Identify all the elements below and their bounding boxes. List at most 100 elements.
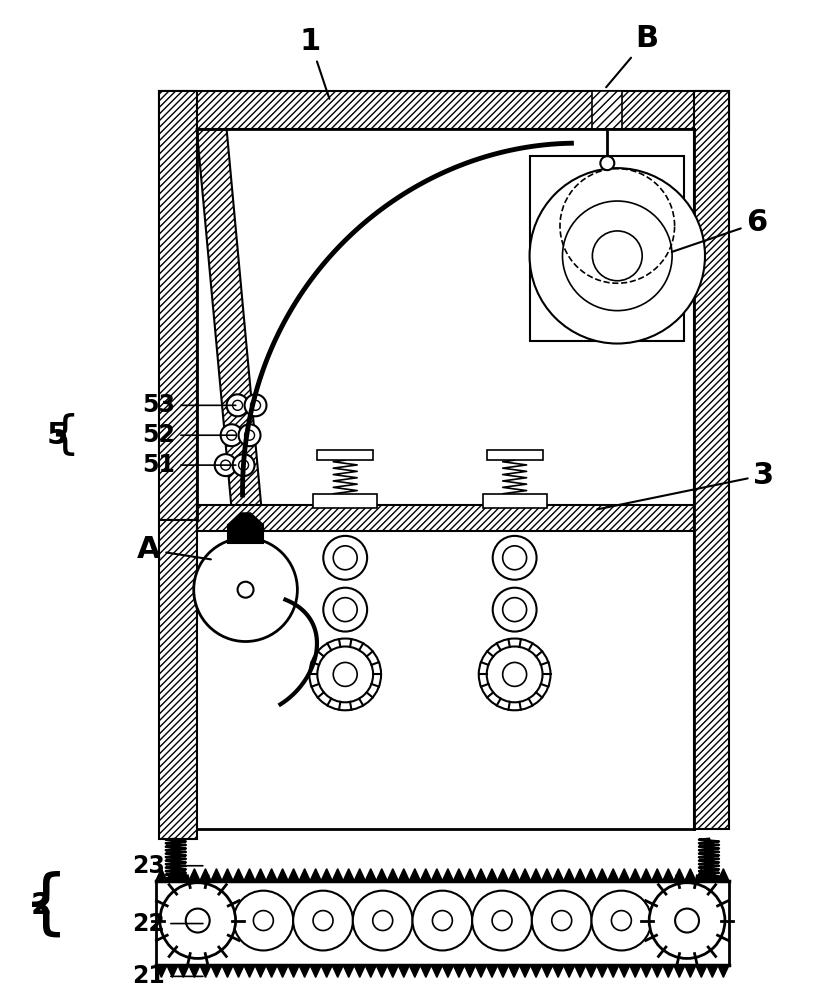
Polygon shape [420,965,432,977]
Polygon shape [420,869,432,881]
Polygon shape [596,965,608,977]
Circle shape [503,662,526,686]
Polygon shape [288,965,299,977]
Polygon shape [189,965,200,977]
Polygon shape [410,869,420,881]
Polygon shape [663,869,674,881]
Polygon shape [244,965,255,977]
Text: 22: 22 [132,912,203,936]
Circle shape [174,891,233,950]
Polygon shape [608,965,619,977]
Polygon shape [233,965,244,977]
Circle shape [472,891,532,950]
Polygon shape [277,869,288,881]
Polygon shape [376,965,388,977]
Circle shape [245,394,267,416]
Polygon shape [707,869,718,881]
Circle shape [233,400,242,410]
Polygon shape [718,965,729,977]
Bar [694,91,729,829]
Polygon shape [707,965,718,977]
Text: 2: 2 [31,891,51,920]
Circle shape [251,400,260,410]
Circle shape [323,588,367,632]
Bar [159,520,197,839]
Polygon shape [266,869,277,881]
Circle shape [333,546,357,570]
Circle shape [530,168,705,344]
Polygon shape [685,965,696,977]
Polygon shape [663,965,674,977]
Circle shape [601,156,614,170]
Polygon shape [520,965,530,977]
Circle shape [562,201,672,311]
Polygon shape [718,869,729,881]
Polygon shape [388,965,398,977]
Polygon shape [442,965,454,977]
Polygon shape [508,869,520,881]
Polygon shape [398,869,410,881]
Text: 52: 52 [143,423,236,447]
Circle shape [492,911,512,931]
Polygon shape [189,869,200,881]
Polygon shape [498,869,508,881]
Circle shape [220,460,231,470]
Polygon shape [366,869,376,881]
Text: 51: 51 [143,453,236,477]
Polygon shape [619,965,630,977]
Circle shape [493,536,537,580]
Text: 1: 1 [299,27,330,99]
Polygon shape [322,965,332,977]
Circle shape [493,588,537,632]
Polygon shape [586,965,596,977]
Polygon shape [442,869,454,881]
Polygon shape [574,869,586,881]
Circle shape [193,538,297,642]
Circle shape [532,891,592,950]
Polygon shape [310,869,322,881]
Polygon shape [197,129,263,520]
Polygon shape [630,869,641,881]
Polygon shape [299,965,310,977]
Circle shape [313,911,333,931]
Polygon shape [652,965,663,977]
Polygon shape [508,965,520,977]
Polygon shape [564,965,574,977]
Circle shape [323,536,367,580]
Circle shape [675,909,699,933]
Polygon shape [641,965,652,977]
Polygon shape [255,965,266,977]
Circle shape [412,891,472,950]
Circle shape [671,911,691,931]
Polygon shape [197,129,263,520]
Circle shape [227,394,249,416]
Circle shape [186,909,210,933]
Circle shape [333,662,357,686]
Circle shape [503,546,526,570]
Bar [486,450,543,460]
Polygon shape [574,965,586,977]
Polygon shape [641,869,652,881]
Circle shape [353,891,413,950]
Polygon shape [299,869,310,881]
Polygon shape [520,869,530,881]
Polygon shape [322,869,332,881]
Polygon shape [167,965,178,977]
Polygon shape [486,965,498,977]
Polygon shape [696,869,707,881]
Polygon shape [630,965,641,977]
Polygon shape [376,869,388,881]
Polygon shape [410,965,420,977]
Circle shape [552,911,572,931]
Polygon shape [332,965,344,977]
Polygon shape [366,965,376,977]
Polygon shape [696,965,707,977]
Polygon shape [332,869,344,881]
Polygon shape [211,869,222,881]
Bar [530,156,684,341]
Polygon shape [222,869,233,881]
Circle shape [233,891,293,950]
Polygon shape [178,965,189,977]
Text: {: { [49,413,79,458]
Bar [197,505,694,531]
